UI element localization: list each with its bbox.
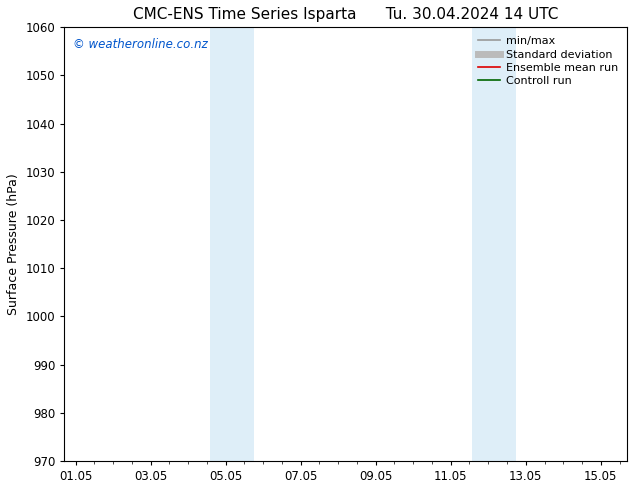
Text: © weatheronline.co.nz: © weatheronline.co.nz — [73, 38, 207, 51]
Legend: min/max, Standard deviation, Ensemble mean run, Controll run: min/max, Standard deviation, Ensemble me… — [475, 33, 621, 90]
Title: CMC-ENS Time Series Isparta      Tu. 30.04.2024 14 UTC: CMC-ENS Time Series Isparta Tu. 30.04.20… — [133, 7, 559, 22]
Bar — [495, 27, 516, 461]
Bar — [232, 27, 254, 461]
Y-axis label: Surface Pressure (hPa): Surface Pressure (hPa) — [7, 173, 20, 315]
Bar — [210, 27, 232, 461]
Bar — [472, 27, 495, 461]
